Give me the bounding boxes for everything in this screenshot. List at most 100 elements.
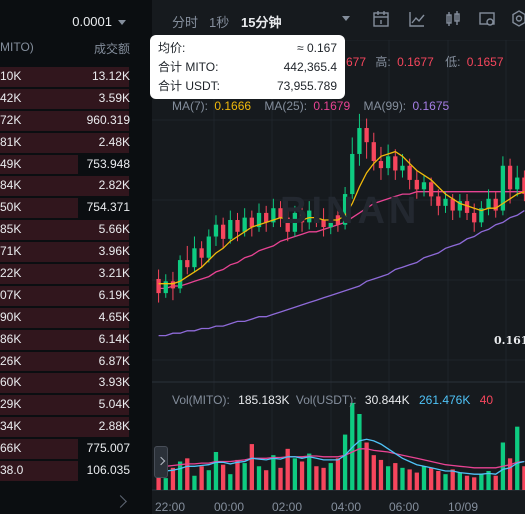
volume-ma-line — [158, 448, 525, 469]
chevron-right-icon[interactable] — [114, 495, 127, 508]
depth-bar — [0, 373, 129, 394]
order-book-row[interactable]: 50K 754.371 — [0, 197, 140, 219]
volume-bar — [299, 461, 305, 490]
order-book-row[interactable]: 49K 753.948 — [0, 154, 140, 176]
order-book-row[interactable]: 07K 6.19K — [0, 285, 140, 307]
precision-dropdown[interactable]: 0.0001 — [72, 14, 126, 29]
ma25-value: 0.1679 — [313, 99, 351, 113]
volume-panel-toggle[interactable] — [154, 446, 168, 478]
ma7-line — [158, 150, 525, 285]
row-total: 4.65K — [98, 309, 130, 324]
tooltip-avg-label: 均价: — [158, 41, 186, 55]
candle-body — [321, 220, 326, 228]
depth-bar — [0, 417, 129, 438]
candle-body — [357, 128, 362, 154]
row-total: 6.19K — [98, 287, 130, 302]
candle-body — [500, 165, 506, 211]
volume-bar — [242, 463, 247, 490]
volume-bar — [235, 459, 240, 490]
row-total: 6.14K — [98, 331, 130, 346]
calendar-icon[interactable] — [372, 10, 390, 28]
x-axis-tick: 06:00 — [389, 500, 420, 514]
row-total: 3.59K — [98, 90, 130, 105]
tooltip-sum-usdt-row: 合计 USDT: 73,955.789 — [158, 76, 337, 96]
volume-bar — [249, 444, 254, 490]
order-book-row[interactable]: 26K 6.87K — [0, 351, 140, 373]
low-value: 0.1657 — [466, 55, 504, 69]
volume-bar — [185, 458, 190, 490]
order-book-row[interactable]: 66K 775.007 — [0, 438, 140, 460]
volume-bar — [479, 474, 484, 490]
candle-body — [479, 208, 484, 223]
tab-time[interactable]: 分时 — [172, 15, 199, 30]
candle-type-icon[interactable] — [444, 10, 462, 28]
order-book-row[interactable]: 81K 2.48K — [0, 132, 140, 154]
volume-bar — [429, 467, 434, 490]
chart-settings-icon[interactable] — [478, 10, 496, 28]
chart-canvas[interactable] — [152, 0, 525, 514]
open-value: 677 — [346, 55, 367, 69]
depth-bar — [0, 264, 129, 284]
depth-bar — [0, 395, 129, 416]
volume-bar — [472, 477, 477, 490]
candle-body — [264, 212, 269, 223]
order-book-row[interactable]: 60K 3.93K — [0, 372, 140, 394]
order-book-row[interactable]: 10K 13.12K — [0, 66, 140, 88]
candle-body — [199, 248, 204, 258]
row-total: 3.93K — [98, 375, 130, 390]
order-book-row[interactable]: 38.0 106.035 — [0, 460, 140, 482]
order-book: 0.0001 MITO) 成交额 10K 13.12K 42K 3.59K 72K 960… — [0, 0, 140, 514]
high-value: 0.1677 — [397, 55, 434, 69]
order-book-row[interactable]: 86K 6.14K — [0, 329, 140, 351]
gear-icon[interactable] — [510, 10, 525, 28]
depth-bar — [0, 351, 129, 372]
indicator-icon[interactable] — [408, 10, 426, 28]
order-book-row[interactable]: 84K 2.82K — [0, 175, 140, 197]
order-book-row[interactable]: 42K 3.59K — [0, 88, 140, 110]
candle-body — [163, 281, 168, 294]
row-total: 3.96K — [98, 244, 130, 259]
vol-ma-value: 261.476K — [418, 393, 471, 407]
tab-15m[interactable]: 15分钟 — [241, 15, 282, 30]
volume-bar — [450, 469, 455, 490]
candle-body — [364, 128, 369, 143]
candle-body — [429, 182, 434, 197]
row-amount: 72K — [0, 112, 22, 127]
candle-body — [522, 177, 525, 195]
tooltip-sum-usdt-value: 73,955.789 — [276, 79, 337, 93]
candle-body — [464, 201, 470, 213]
tooltip-avg-row: 均价: ≈ 0.167 — [158, 38, 337, 58]
volume-bar — [371, 455, 376, 490]
order-book-row[interactable]: 22K 3.21K — [0, 263, 140, 285]
volume-bar — [364, 442, 369, 490]
row-amount: 10K — [0, 69, 22, 83]
order-book-row[interactable]: 72K 960.319 — [0, 110, 140, 132]
vol-mito-value: 185.183K — [238, 393, 290, 407]
candle-body — [457, 201, 463, 211]
interval-dropdown-icon[interactable] — [342, 16, 350, 21]
depth-bar — [0, 461, 79, 481]
candle-body — [256, 212, 262, 228]
candle-body — [378, 161, 384, 169]
candle-body — [400, 165, 405, 171]
vol-usdt-value: 30.844K — [364, 393, 410, 407]
volume-bar — [421, 466, 427, 490]
order-book-row[interactable]: 90K 4.65K — [0, 307, 140, 329]
x-axis-tick: 00:00 — [214, 500, 245, 514]
order-book-row[interactable]: 85K 5.66K — [0, 219, 140, 241]
order-book-row[interactable]: 34K 2.88K — [0, 416, 140, 438]
candle-body — [371, 142, 376, 162]
depth-tooltip: 均价: ≈ 0.167 合计 MITO: 442,365.4 合计 USDT: … — [150, 35, 345, 99]
tab-1s[interactable]: 1秒 — [209, 15, 230, 30]
order-book-row[interactable]: 71K 3.96K — [0, 241, 140, 263]
row-total: 775.007 — [86, 441, 130, 456]
volume-bar — [314, 466, 319, 490]
volume-bar — [156, 472, 161, 490]
volume-bar — [307, 453, 312, 490]
candle-body — [177, 260, 183, 289]
candle-body — [292, 212, 298, 232]
volume-bar — [170, 467, 176, 490]
order-book-row[interactable]: 29K 5.04K — [0, 394, 140, 416]
row-amount: 26K — [0, 353, 22, 368]
row-total: 2.88K — [98, 419, 130, 434]
